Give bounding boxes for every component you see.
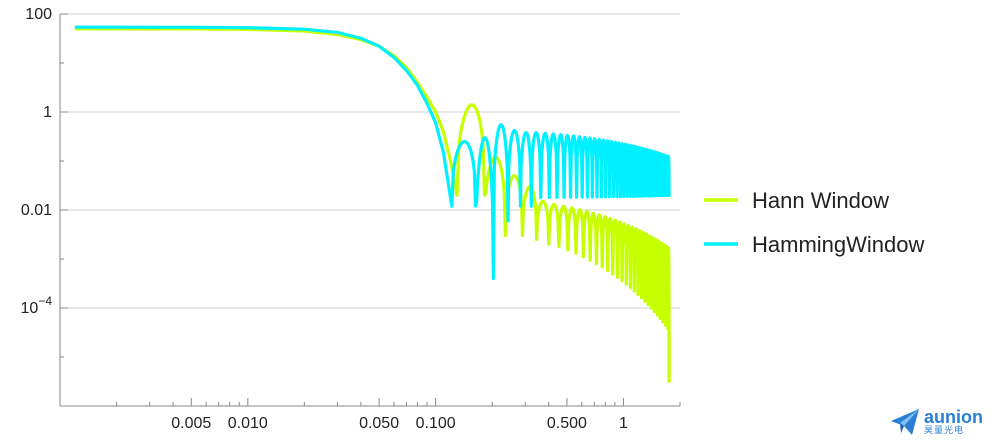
paper-plane-icon [891,409,919,435]
y-axis: 100 1 0.01 10−4 [21,6,68,407]
y-tick-label: 1 [43,104,52,121]
brand-subtitle: 昊量光电 [924,426,965,436]
y-tick-label: 10−4 [21,294,53,317]
y-tick-label: 0.01 [21,202,52,219]
x-tick-label: 0.050 [359,415,399,432]
legend: Hann Window HammingWindow [704,188,924,257]
x-tick-label: 1 [619,415,628,432]
brand-logo: aunion 昊量光电 [890,404,990,440]
x-axis: 0.005 0.010 0.050 0.100 0.500 1 [59,398,681,432]
x-tick-label: 0.100 [416,415,456,432]
x-tick-label: 0.500 [547,415,587,432]
legend-label: HammingWindow [752,232,924,257]
x-tick-label: 0.010 [228,415,268,432]
x-tick-label: 0.005 [171,415,211,432]
series-lines [74,25,671,383]
series-line-hann [74,27,671,383]
grid-lines [60,13,680,309]
y-tick-label: 100 [25,6,52,23]
brand-name: aunion [924,407,983,427]
series-line-hamming [74,25,671,281]
legend-label: Hann Window [752,188,889,213]
